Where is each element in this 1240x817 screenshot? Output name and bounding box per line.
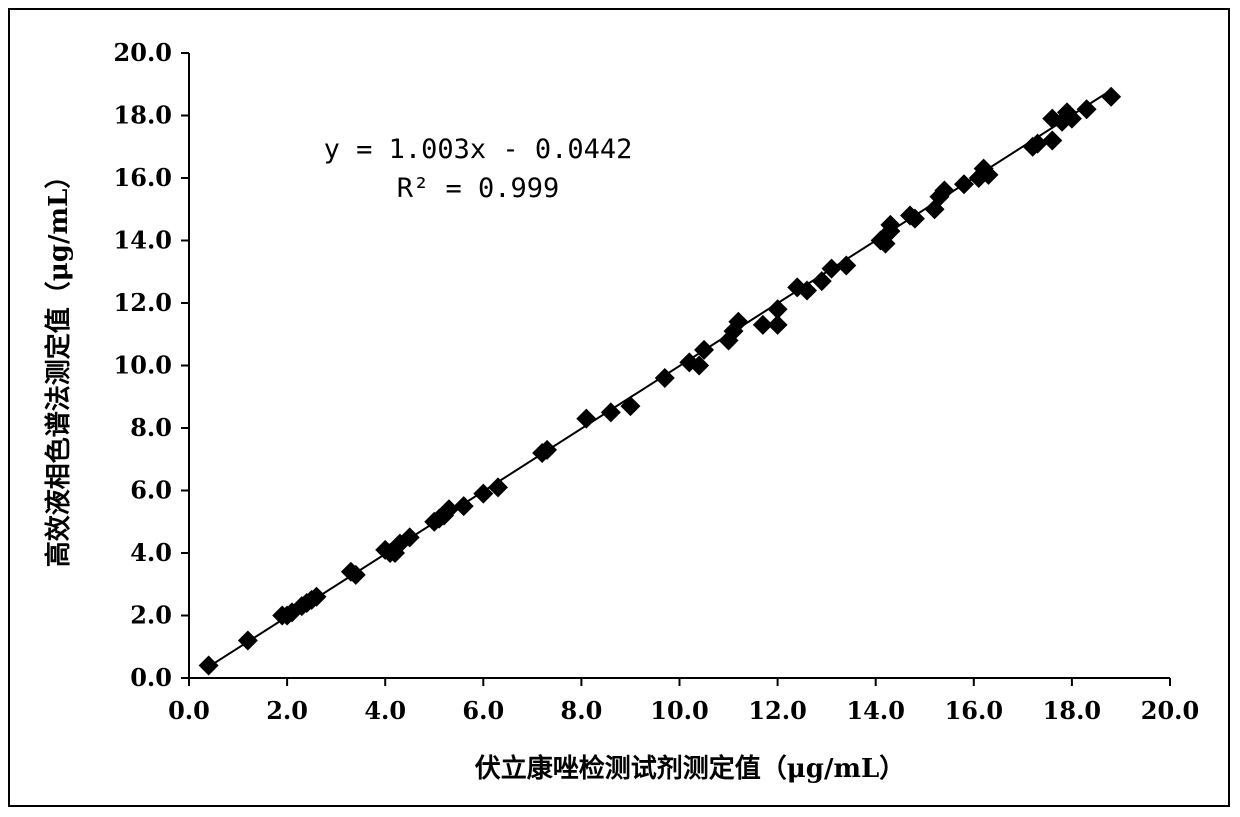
r-squared-label: R² xyxy=(397,173,430,204)
data-points xyxy=(199,87,1122,676)
y-axis-title: 高效液相色谱法测定值（μg/mL） xyxy=(43,163,74,568)
trendline-equation: y = 1.003x - 0.0442 xyxy=(324,134,633,165)
y-tick-label: 20.0 xyxy=(114,38,172,67)
data-point xyxy=(768,299,788,319)
y-tick-label: 10.0 xyxy=(114,351,172,380)
x-tick-label: 4.0 xyxy=(364,696,406,725)
x-tick-label: 12.0 xyxy=(748,696,806,725)
y-tick-label: 2.0 xyxy=(130,601,172,630)
x-tick-label: 2.0 xyxy=(266,696,308,725)
x-tick-label: 20.0 xyxy=(1141,696,1199,725)
y-tick-label: 12.0 xyxy=(114,288,172,317)
x-axis-title: 伏立康唑检测试剂测定值（μg/mL） xyxy=(475,753,906,784)
data-point xyxy=(620,396,640,416)
y-tick-label: 8.0 xyxy=(130,413,172,442)
x-tick-label: 6.0 xyxy=(462,696,504,725)
y-tick-label: 14.0 xyxy=(114,226,172,255)
data-point xyxy=(836,256,856,276)
y-tick-label: 0.0 xyxy=(130,663,172,692)
y-tick-label: 4.0 xyxy=(130,538,172,567)
data-point xyxy=(694,340,714,360)
x-tick-label: 0.0 xyxy=(168,696,210,725)
data-point xyxy=(238,631,258,651)
y-ticks: 0.0 2.0 4.0 6.0 8.0 10.0 12.0 14.0 16.0 18.0 20.0 xyxy=(114,38,189,692)
data-point xyxy=(199,656,219,676)
r-squared-annotation: R² = 0.999 xyxy=(397,173,560,204)
y-tick-label: 6.0 xyxy=(130,476,172,505)
data-point xyxy=(1101,87,1121,107)
y-tick-label: 16.0 xyxy=(114,163,172,192)
r-squared-value: = 0.999 xyxy=(445,173,559,204)
data-point xyxy=(1042,131,1062,151)
x-tick-label: 8.0 xyxy=(561,696,603,725)
data-point xyxy=(576,409,596,429)
x-tick-label: 16.0 xyxy=(945,696,1003,725)
x-tick-label: 18.0 xyxy=(1043,696,1101,725)
x-ticks: 0.0 2.0 4.0 6.0 8.0 10.0 12.0 14.0 16.0 18.0 20.0 xyxy=(168,678,1199,725)
x-tick-label: 10.0 xyxy=(650,696,708,725)
x-tick-label: 14.0 xyxy=(846,696,904,725)
y-tick-label: 18.0 xyxy=(114,101,172,130)
